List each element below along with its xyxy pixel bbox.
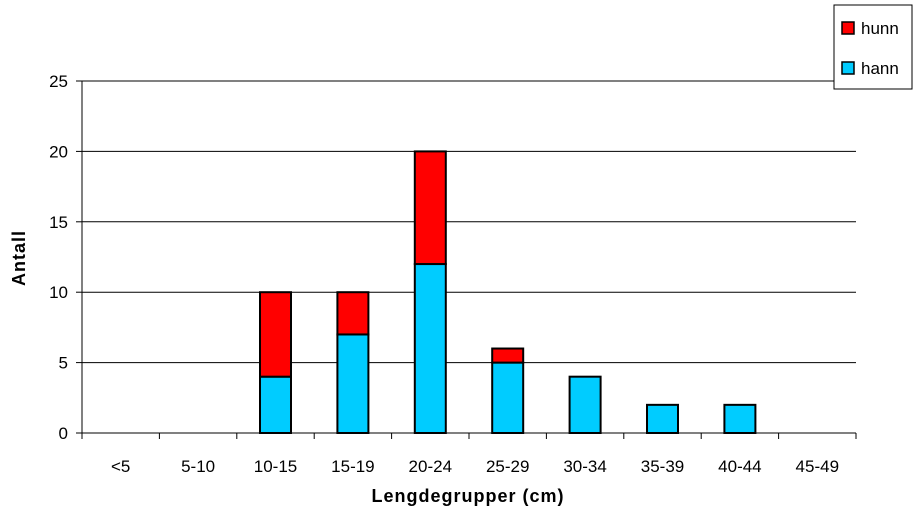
y-tick-labels: 0 5 10 15 20 25 [49, 72, 68, 443]
x-tick-label: 10-15 [254, 457, 297, 476]
bar-hann-15-19 [336, 333, 370, 434]
y-tick-label: 10 [49, 283, 68, 302]
y-axis-title: Antall [9, 230, 29, 286]
bar-hann-35-39 [646, 403, 679, 434]
bar-hunn-20-24 [413, 150, 447, 266]
y-tick-label: 5 [59, 354, 68, 373]
x-tick-label: <5 [111, 457, 130, 476]
legend-swatch-hunn [841, 21, 855, 35]
x-tick-label: 30-34 [563, 457, 606, 476]
x-tick-label: 20-24 [409, 457, 452, 476]
bar-hunn-10-15 [259, 291, 292, 378]
legend-label-hann: hann [861, 59, 899, 78]
y-tick-label: 0 [59, 424, 68, 443]
bar-hann-30-34 [568, 375, 602, 434]
bar-hann-20-24 [413, 263, 447, 435]
legend-label-hunn: hunn [861, 19, 899, 38]
x-tick-labels: <5 5-10 10-15 15-19 20-24 25-29 30-34 35-39 40-4… [111, 457, 839, 476]
axes [76, 80, 857, 439]
bar-hann-25-29 [491, 361, 525, 435]
x-tick-label: 35-39 [641, 457, 684, 476]
legend: hunn hann [833, 4, 913, 90]
x-tick-label: 15-19 [331, 457, 374, 476]
y-tick-label: 20 [49, 142, 68, 161]
y-tick-label: 25 [49, 72, 68, 91]
gridlines [82, 80, 856, 364]
bar-hunn-15-19 [336, 291, 370, 336]
y-tick-label: 15 [49, 213, 68, 232]
legend-box [833, 4, 913, 90]
bar-hunn-25-29 [491, 347, 525, 364]
x-tick-label: 40-44 [718, 457, 761, 476]
bar-hann-10-15 [259, 375, 292, 434]
x-axis-title: Lengdegrupper (cm) [371, 486, 564, 506]
x-tick-label: 45-49 [796, 457, 839, 476]
x-tick-label: 5-10 [181, 457, 215, 476]
x-tick-label: 25-29 [486, 457, 529, 476]
bar-hann-40-44 [723, 403, 757, 434]
bars [259, 150, 757, 435]
legend-swatch-hann [841, 61, 855, 75]
